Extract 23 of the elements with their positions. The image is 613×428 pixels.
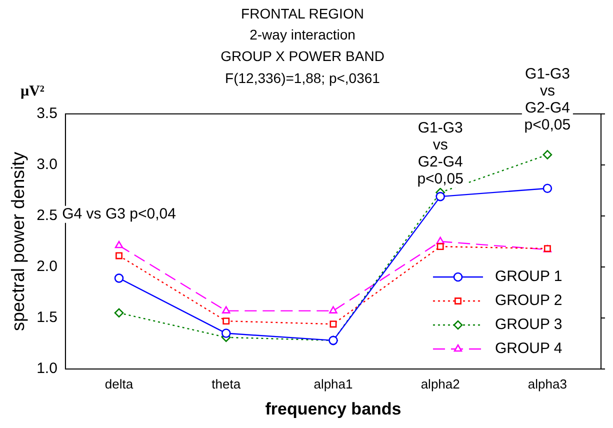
y-tick-label: 1.5 [36,309,58,326]
text: µV² [20,83,45,100]
x-tick-label: theta [212,376,242,392]
x-tick-label: alpha3 [528,376,567,392]
x-axis-title: frequency bands [265,399,402,418]
y-tick-label: 1.0 [36,360,58,378]
annotation: G1-G3 vs G2-G4 p<0,05 [417,120,464,188]
annotation: G4 vs G3 p<0,04 [62,206,176,223]
chart-subtitle: 2-way interaction GROUP X POWER BAND F(12,336)=1,88; p<,0361 [220,26,384,86]
chart-title: FRONTAL REGION [241,5,364,22]
y-tick-label: 3.0 [36,156,58,174]
legend-label: GROUP 4 [495,340,562,358]
legend-label: GROUP 3 [495,316,562,334]
x-tick-label: delta [104,376,134,392]
legend-label: GROUP 1 [495,268,562,286]
x-tick-label: alpha1 [314,376,353,392]
legend-label: GROUP 2 [495,292,562,310]
y-axis-title: spectral power density [8,152,28,331]
x-tick-label: alpha2 [420,376,460,392]
y-tick-label: 3.5 [36,105,58,122]
annotation: G1-G3 vs G2-G4 p<0,05 [524,66,571,134]
y-tick-label: 2.5 [36,207,58,224]
y-tick-label: 2.0 [36,258,58,276]
